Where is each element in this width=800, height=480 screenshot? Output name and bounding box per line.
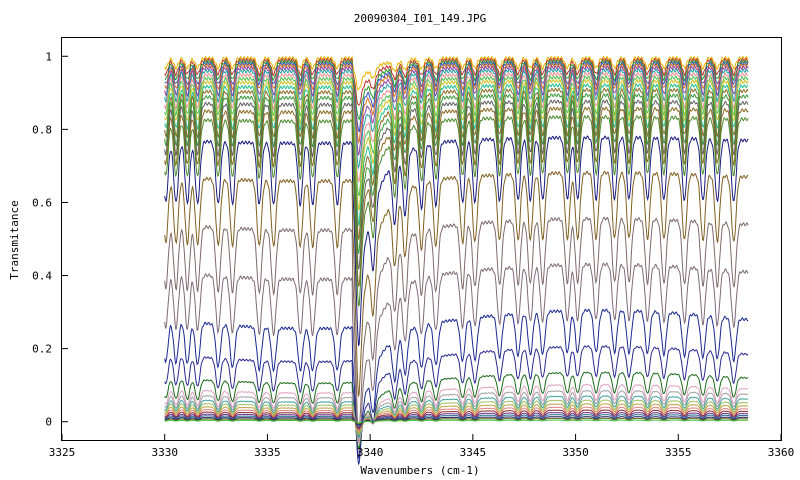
x-tick-label: 3350: [562, 446, 589, 459]
series-line: [164, 92, 749, 255]
series-line: [164, 114, 749, 307]
plot-frame: [61, 37, 782, 441]
y-tick-label: 0.6: [32, 196, 52, 209]
series-layer: [164, 55, 749, 466]
y-tick-label: 0: [45, 416, 52, 429]
series-line: [164, 395, 749, 438]
y-axis-label: Transmitance: [8, 200, 21, 279]
series-line: [164, 406, 749, 432]
series-line: [164, 411, 749, 429]
x-tick-label: 3355: [665, 446, 692, 459]
x-tick-label: 3335: [254, 446, 281, 459]
ticks-layer: 3325 3330 3335 3340 3345 3350 3355 3360 0 0.2 0.4 0…: [32, 50, 794, 459]
series-line: [164, 371, 749, 450]
series-line: [164, 417, 749, 425]
series-line: [164, 135, 749, 346]
series-line: [164, 389, 749, 442]
series-line: [164, 99, 749, 270]
series-line: [164, 416, 749, 426]
series-line: [164, 308, 749, 466]
series-line: [164, 419, 749, 424]
x-axis-label: Wavenumbers (cm-1): [360, 464, 479, 477]
x-tick-label: 3360: [768, 446, 795, 459]
y-tick-label: 0.2: [32, 343, 52, 356]
series-line: [164, 65, 749, 156]
chart-title: 20090304_I01_149.JPG: [354, 12, 486, 25]
series-line: [164, 383, 749, 445]
series-line: [164, 414, 749, 427]
series-line: [164, 106, 749, 288]
series-line: [164, 170, 749, 397]
series-line: [164, 409, 749, 430]
y-tick-label: 0.8: [32, 123, 52, 136]
y-tick-label: 1: [45, 50, 52, 63]
series-line: [164, 345, 749, 459]
x-tick-label: 3325: [49, 446, 76, 459]
series-line: [164, 87, 749, 240]
series-line: [164, 216, 749, 438]
x-tick-label: 3340: [357, 446, 384, 459]
y-tick-label: 0.4: [32, 270, 52, 283]
series-line: [164, 262, 749, 459]
x-tick-label: 3345: [460, 446, 487, 459]
x-tick-label: 3330: [151, 446, 178, 459]
series-line: [164, 399, 749, 436]
series-line: [164, 403, 749, 433]
